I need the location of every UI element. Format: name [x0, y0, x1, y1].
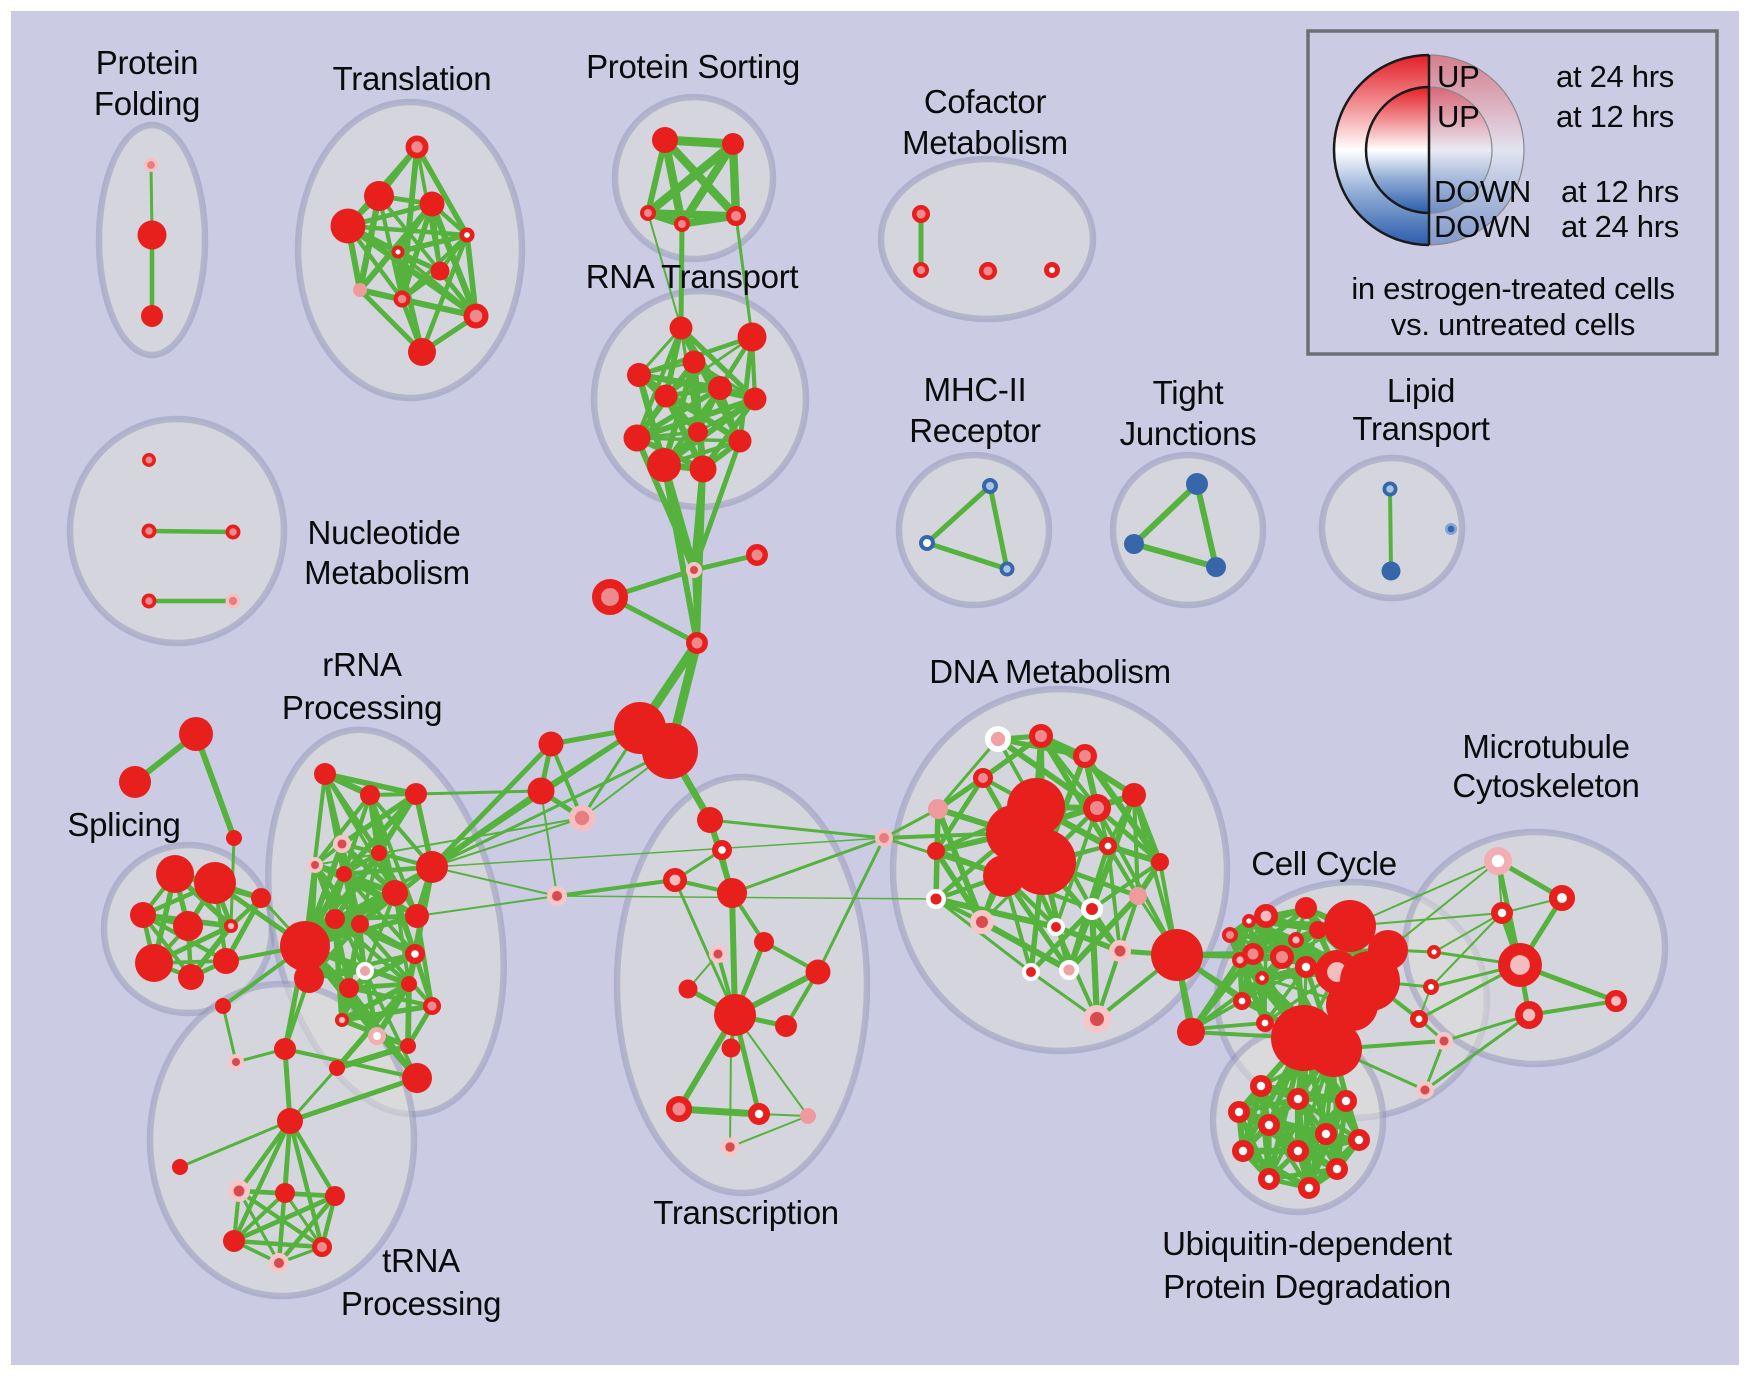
svg-text:rRNA: rRNA: [322, 646, 402, 683]
svg-text:UP: UP: [1437, 59, 1479, 94]
svg-text:DOWN: DOWN: [1434, 209, 1531, 244]
svg-text:Protein Degradation: Protein Degradation: [1163, 1268, 1451, 1305]
svg-text:RNA Transport: RNA Transport: [586, 258, 799, 295]
svg-text:DOWN: DOWN: [1434, 174, 1531, 209]
svg-text:Splicing: Splicing: [67, 806, 180, 843]
svg-text:at 12 hrs: at 12 hrs: [1561, 174, 1679, 209]
svg-text:Protein Sorting: Protein Sorting: [586, 48, 800, 85]
svg-text:in estrogen-treated cells: in estrogen-treated cells: [1351, 271, 1674, 306]
svg-text:Tight: Tight: [1153, 374, 1224, 411]
svg-text:Processing: Processing: [282, 689, 442, 726]
svg-text:Processing: Processing: [341, 1285, 501, 1322]
svg-text:at 12 hrs: at 12 hrs: [1556, 99, 1674, 134]
svg-text:Nucleotide: Nucleotide: [308, 514, 461, 551]
svg-text:DNA Metabolism: DNA Metabolism: [929, 653, 1171, 690]
svg-text:at 24 hrs: at 24 hrs: [1556, 59, 1674, 94]
svg-text:vs. untreated cells: vs. untreated cells: [1391, 307, 1635, 342]
svg-text:Cell Cycle: Cell Cycle: [1251, 845, 1397, 882]
svg-text:Transcription: Transcription: [653, 1194, 839, 1231]
svg-text:MHC-II: MHC-II: [924, 371, 1027, 408]
svg-text:Protein: Protein: [96, 44, 198, 81]
svg-text:tRNA: tRNA: [382, 1242, 460, 1279]
svg-text:Translation: Translation: [333, 60, 492, 97]
svg-text:UP: UP: [1437, 99, 1479, 134]
svg-text:Cofactor: Cofactor: [924, 83, 1047, 120]
svg-text:Microtubule: Microtubule: [1462, 728, 1629, 765]
svg-text:Lipid: Lipid: [1387, 372, 1455, 409]
svg-text:at 24 hrs: at 24 hrs: [1561, 209, 1679, 244]
svg-text:Transport: Transport: [1352, 410, 1489, 447]
svg-text:Metabolism: Metabolism: [902, 124, 1068, 161]
svg-text:Folding: Folding: [94, 85, 200, 122]
svg-text:Receptor: Receptor: [909, 412, 1041, 449]
svg-text:Cytoskeleton: Cytoskeleton: [1452, 767, 1639, 804]
svg-text:Metabolism: Metabolism: [304, 554, 470, 591]
svg-text:Ubiquitin-dependent: Ubiquitin-dependent: [1162, 1225, 1452, 1262]
svg-text:Junctions: Junctions: [1120, 415, 1257, 452]
